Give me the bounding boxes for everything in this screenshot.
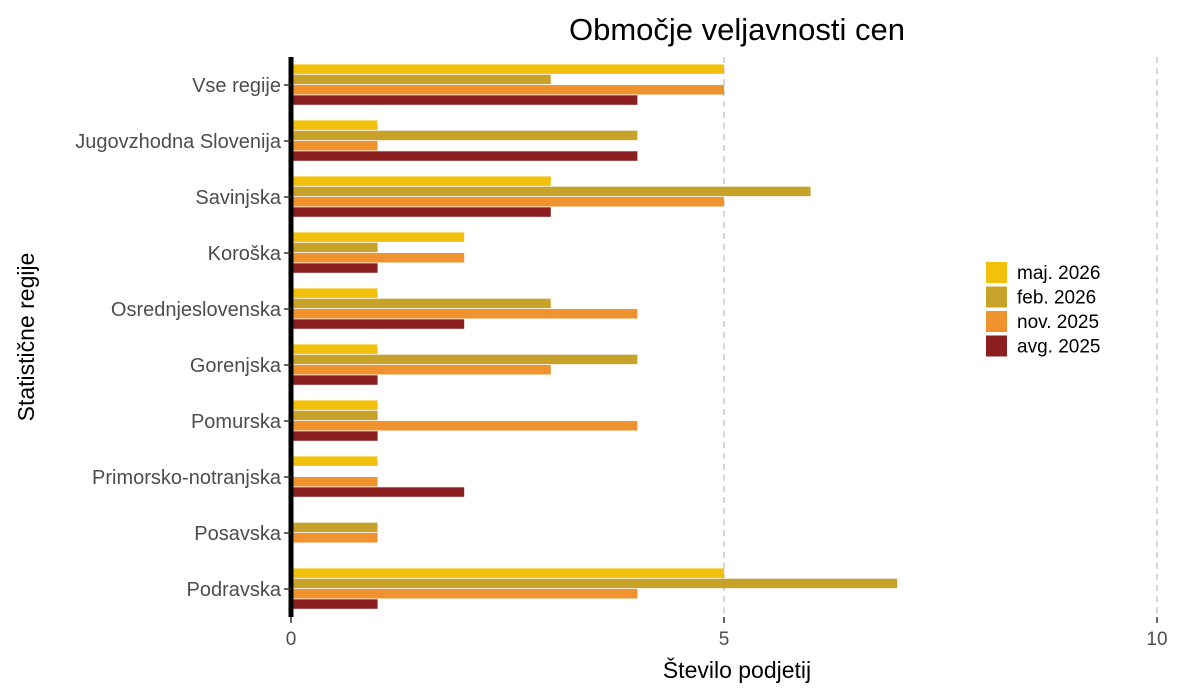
legend-label: maj. 2026 <box>1017 263 1100 284</box>
category-label: Podravska <box>187 579 282 601</box>
bar <box>291 477 378 487</box>
bar <box>291 207 551 217</box>
bar <box>291 578 898 589</box>
legend-swatch <box>986 262 1007 283</box>
bar <box>291 232 465 242</box>
x-tick-label: 0 <box>286 629 297 650</box>
bar <box>291 522 378 533</box>
bar <box>291 74 551 85</box>
bar <box>291 64 724 74</box>
category-label: Koroška <box>208 243 282 265</box>
x-axis-title: Število podjetij <box>663 656 811 683</box>
bar <box>291 197 724 207</box>
bar <box>291 95 638 105</box>
bar <box>291 186 811 197</box>
category-label: Gorenjska <box>190 355 282 377</box>
bar <box>291 568 724 578</box>
chart-title: Območje veljavnosti cen <box>569 12 905 47</box>
legend-swatch <box>986 286 1007 308</box>
x-tick-labels: 0 5 10 <box>286 617 1168 650</box>
bar <box>291 298 551 309</box>
bar <box>291 288 378 298</box>
category-labels: Vse regije Jugovzhodna Slovenija Savinjska… <box>75 75 291 601</box>
grid-lines <box>723 57 1158 617</box>
bar <box>291 253 465 263</box>
bar <box>291 487 465 497</box>
bar <box>291 456 378 466</box>
bar <box>291 176 551 186</box>
bar <box>291 589 638 599</box>
bar <box>291 242 378 253</box>
legend-label: feb. 2026 <box>1017 288 1096 309</box>
bar <box>291 365 551 375</box>
category-label: Posavska <box>194 523 282 545</box>
category-label: Jugovzhodna Slovenija <box>75 131 282 153</box>
bar <box>291 319 465 329</box>
legend-label: nov. 2025 <box>1017 312 1099 333</box>
bar <box>291 421 638 431</box>
bar <box>291 344 378 354</box>
bar <box>291 375 378 385</box>
bar <box>291 599 378 609</box>
y-axis-title: Statistične regije <box>13 253 39 422</box>
x-tick-label: 10 <box>1146 629 1167 650</box>
bar <box>291 120 378 130</box>
category-label: Primorsko-notranjska <box>92 467 282 489</box>
legend: maj. 2026 feb. 2026 nov. 2025 avg. 2025 <box>986 262 1100 358</box>
bar <box>291 263 378 273</box>
x-tick-label: 5 <box>719 629 730 650</box>
category-label: Savinjska <box>195 187 281 209</box>
category-label: Pomurska <box>191 411 282 433</box>
bar <box>291 533 378 543</box>
legend-swatch <box>986 335 1007 357</box>
bar <box>291 85 724 95</box>
bar <box>291 431 378 441</box>
bar <box>291 141 378 151</box>
legend-label: avg. 2025 <box>1017 337 1100 358</box>
bar <box>291 354 638 365</box>
category-label: Osrednjeslovenska <box>111 299 282 321</box>
bar <box>291 130 638 141</box>
bar <box>291 410 378 421</box>
bar <box>291 151 638 161</box>
bar <box>291 309 638 319</box>
category-label: Vse regije <box>192 75 281 97</box>
bars <box>291 64 898 609</box>
bar <box>291 400 378 410</box>
legend-swatch <box>986 311 1007 332</box>
